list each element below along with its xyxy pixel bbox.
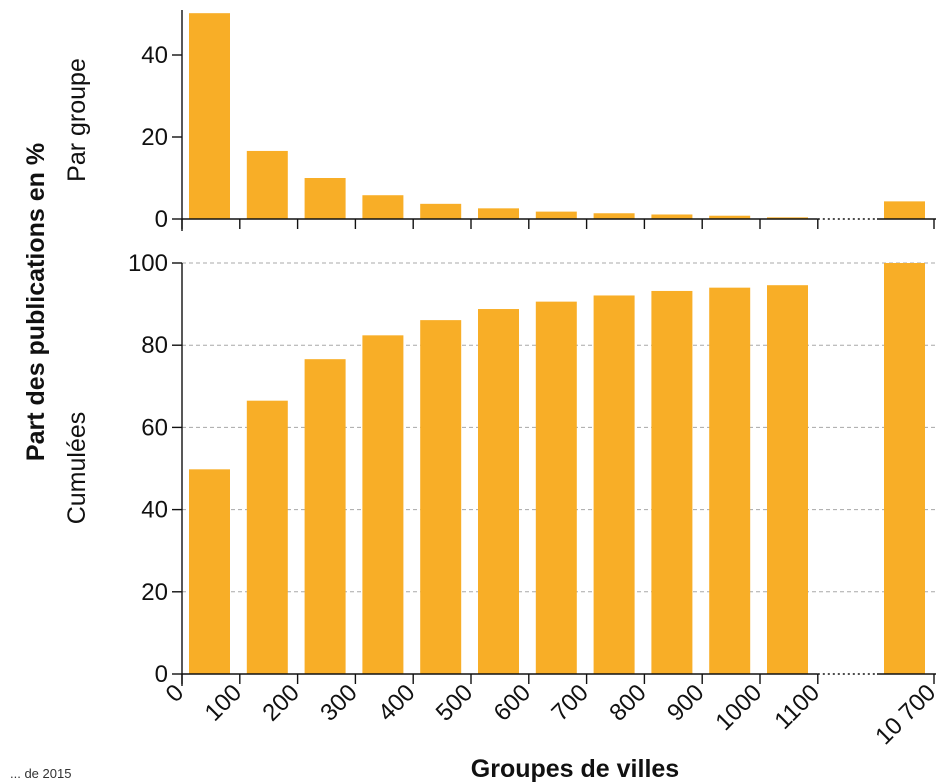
y-tick-label: 20 (141, 579, 168, 606)
bar (884, 263, 925, 674)
x-tick-label: 0 (161, 679, 190, 708)
y-tick-label: 40 (141, 497, 168, 524)
bar (593, 295, 635, 674)
x-tick-label: 800 (604, 679, 651, 726)
y-tick-label: 60 (141, 414, 168, 441)
bar (420, 203, 462, 219)
panel-par-groupe: Par groupe 0 20 40 (63, 10, 936, 233)
bar (362, 335, 404, 674)
bar (362, 195, 404, 219)
bottom-axes: 0 20 40 60 80 100 (128, 250, 936, 688)
y-axis-title: Part des publications en % (22, 143, 50, 461)
bar (246, 400, 288, 674)
bar (304, 178, 346, 219)
bar (651, 290, 693, 674)
panel-cumulees: Cumulées 0 20 40 60 80 100 (63, 250, 936, 688)
x-tick-label: 900 (662, 679, 709, 726)
bar (189, 13, 230, 220)
bar (189, 469, 230, 674)
x-tick-label: 200 (257, 679, 304, 726)
x-tick-labels: 0 100 200 300 400 500 600 700 800 900 1000 1100 10 7… (161, 679, 940, 750)
x-tick-label: 400 (373, 679, 420, 726)
bar (304, 359, 346, 674)
y-tick-label: 40 (141, 42, 168, 69)
x-tick-label: 500 (431, 679, 478, 726)
y-tick-label: 20 (141, 124, 168, 151)
bar (535, 211, 577, 219)
bar (535, 301, 577, 674)
bar (651, 214, 693, 219)
x-tick-label: 1000 (710, 679, 767, 736)
bar (478, 208, 519, 219)
bar (420, 320, 462, 674)
bar (593, 213, 635, 219)
bar (709, 215, 751, 219)
x-tick-label: 10 700 (870, 679, 940, 750)
x-tick-label: 300 (315, 679, 362, 726)
footnote: ... de 2015 (10, 766, 71, 781)
top-axes: 0 20 40 (141, 10, 936, 233)
bar (884, 201, 925, 219)
bar (767, 217, 808, 219)
x-tick-label: 100 (200, 679, 247, 726)
top-bars (189, 13, 925, 220)
bar (246, 150, 288, 219)
panel-label-par-groupe: Par groupe (63, 58, 91, 182)
x-tick-label: 1100 (769, 679, 825, 735)
y-tick-label: 80 (141, 332, 168, 359)
x-axis-title: Groupes de villes (471, 755, 679, 783)
panel-label-cumulees: Cumulées (63, 412, 91, 525)
bar (478, 309, 519, 674)
x-tick-label: 700 (546, 679, 593, 726)
x-tick-label: 600 (489, 679, 536, 726)
y-tick-label: 100 (128, 250, 168, 277)
y-tick-label: 0 (155, 206, 168, 233)
bottom-bars (189, 263, 925, 674)
bar (767, 285, 808, 674)
y-tick-label: 0 (155, 661, 168, 688)
bar (709, 287, 751, 674)
